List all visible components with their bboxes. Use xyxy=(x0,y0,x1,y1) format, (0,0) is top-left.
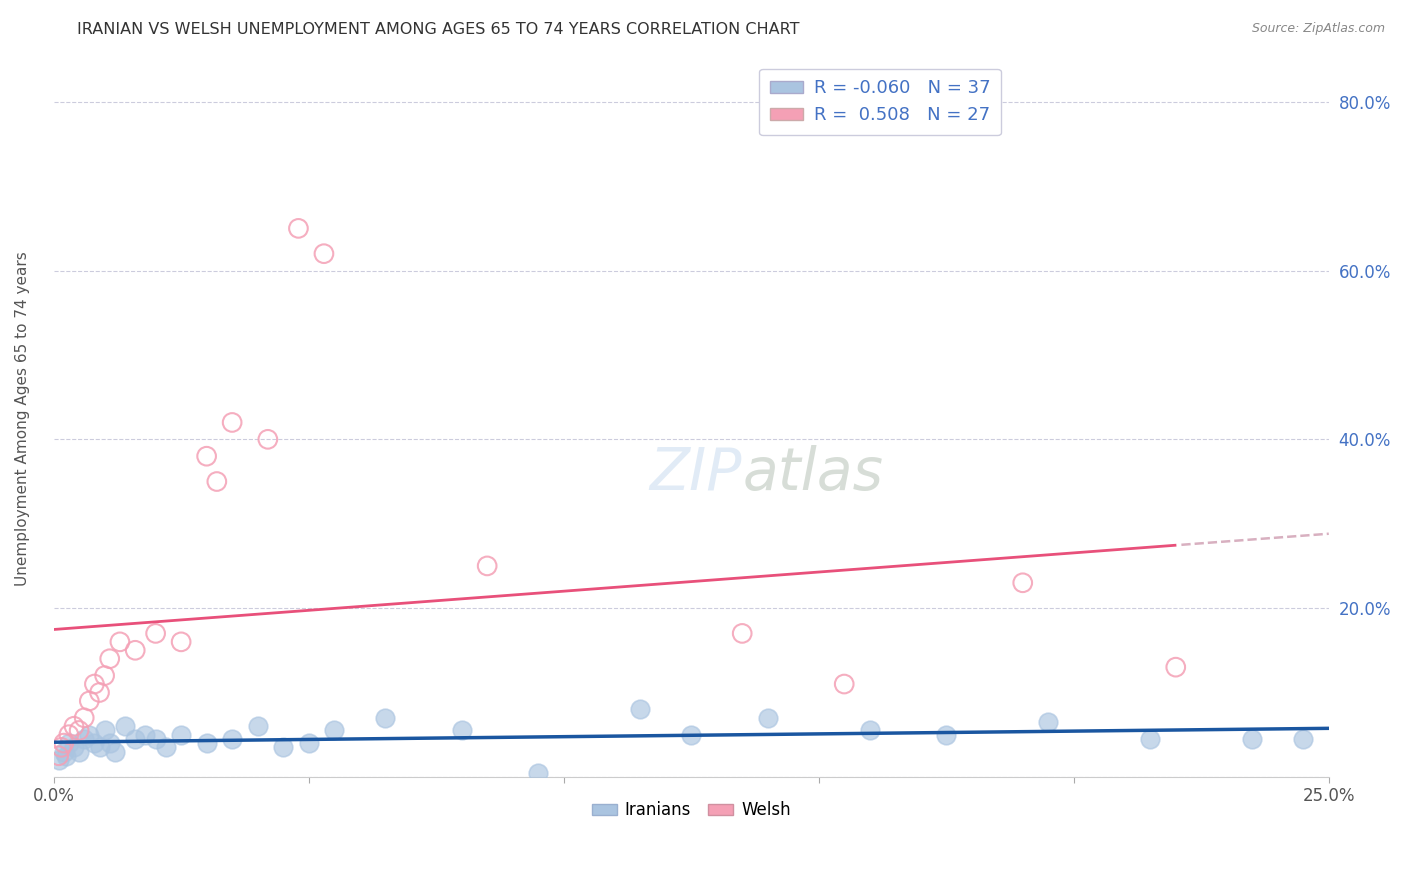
Point xyxy=(79,728,101,742)
Point xyxy=(312,246,335,260)
Text: IRANIAN VS WELSH UNEMPLOYMENT AMONG AGES 65 TO 74 YEARS CORRELATION CHART: IRANIAN VS WELSH UNEMPLOYMENT AMONG AGES… xyxy=(77,22,800,37)
Point xyxy=(832,677,855,691)
Point xyxy=(298,736,321,750)
Point xyxy=(1164,660,1187,674)
Point xyxy=(124,643,146,657)
Point xyxy=(170,635,193,649)
Point xyxy=(114,719,136,733)
Point xyxy=(48,753,70,767)
Point xyxy=(145,626,167,640)
Point xyxy=(51,740,73,755)
Point xyxy=(1139,731,1161,746)
Point xyxy=(271,740,294,755)
Point xyxy=(323,723,346,738)
Point xyxy=(374,711,396,725)
Point xyxy=(1292,731,1315,746)
Point xyxy=(145,731,167,746)
Point xyxy=(1038,714,1060,729)
Point xyxy=(195,449,218,463)
Point xyxy=(527,765,550,780)
Point xyxy=(681,728,703,742)
Point xyxy=(83,677,105,691)
Point xyxy=(58,736,80,750)
Point xyxy=(256,433,278,447)
Y-axis label: Unemployment Among Ages 65 to 74 years: Unemployment Among Ages 65 to 74 years xyxy=(15,251,30,586)
Point xyxy=(63,719,86,733)
Point xyxy=(93,668,115,682)
Point xyxy=(731,626,754,640)
Point xyxy=(58,728,80,742)
Point xyxy=(756,711,779,725)
Point xyxy=(89,740,111,755)
Point xyxy=(48,748,70,763)
Point xyxy=(67,745,90,759)
Point xyxy=(98,736,121,750)
Point xyxy=(52,745,75,759)
Point xyxy=(205,475,228,489)
Point xyxy=(246,719,269,733)
Point xyxy=(83,736,105,750)
Legend: Iranians, Welsh: Iranians, Welsh xyxy=(585,795,797,826)
Text: atlas: atlas xyxy=(742,444,883,501)
Text: Source: ZipAtlas.com: Source: ZipAtlas.com xyxy=(1251,22,1385,36)
Point xyxy=(1011,575,1033,590)
Point xyxy=(1241,731,1264,746)
Point xyxy=(73,731,96,746)
Point xyxy=(108,635,131,649)
Point xyxy=(67,723,90,738)
Point xyxy=(195,736,218,750)
Point xyxy=(450,723,472,738)
Text: ZIP: ZIP xyxy=(650,444,742,501)
Point xyxy=(52,736,75,750)
Point xyxy=(475,558,498,573)
Point xyxy=(221,416,243,430)
Point xyxy=(104,745,127,759)
Point xyxy=(859,723,882,738)
Point xyxy=(170,728,193,742)
Point xyxy=(287,221,309,235)
Point xyxy=(79,694,101,708)
Point xyxy=(221,731,243,746)
Point xyxy=(98,651,121,665)
Point xyxy=(628,702,651,716)
Point xyxy=(134,728,156,742)
Point xyxy=(935,728,957,742)
Point xyxy=(89,685,111,699)
Point xyxy=(55,748,77,763)
Point xyxy=(124,731,146,746)
Point xyxy=(93,723,115,738)
Point xyxy=(73,711,96,725)
Point xyxy=(63,740,86,755)
Point xyxy=(155,740,177,755)
